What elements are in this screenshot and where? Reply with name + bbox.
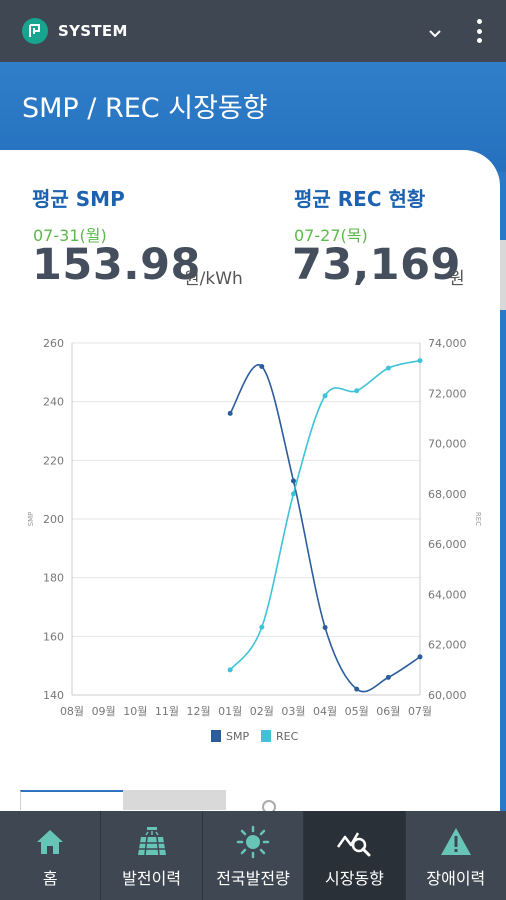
x-tick-label: 04월 [313,705,337,718]
nav-label-market-trend: 시장동향 [324,869,384,888]
data-point-rec [385,365,391,371]
app-title: SYSTEM [58,22,128,40]
x-tick-label: 12월 [186,705,210,718]
left-tick-label: 160 [43,630,64,643]
data-point-rec [417,358,423,364]
right-tick-label: 70,000 [428,438,467,451]
right-tick-label: 66,000 [428,538,467,551]
tab-smp[interactable] [20,790,123,810]
nav-label-generation-history: 발전이력 [122,869,182,888]
series-line-smp [229,364,421,693]
nav-label-home: 홈 [42,869,58,888]
legend-swatch-smp [211,730,221,742]
x-tick-label: 11월 [155,705,179,718]
x-tick-label: 02월 [250,705,274,718]
right-tick-label: 64,000 [428,588,467,601]
left-tick-label: 140 [43,689,64,702]
tab-rec[interactable] [123,790,226,810]
app-bar: SYSTEM [0,0,506,62]
smp-date: 07-31(월) [33,226,107,245]
data-point-rec [322,393,328,399]
home-icon [35,823,65,861]
left-tick-label: 260 [43,337,64,350]
chevron-down-icon[interactable] [428,24,442,43]
app-logo-icon [22,18,48,44]
rec-title: 평균 REC 현황 [294,187,426,211]
x-tick-label: 08월 [60,705,84,718]
nav-home[interactable]: 홈 [0,811,102,900]
data-point-smp [385,674,391,680]
rec-date: 07-27(목) [294,226,368,245]
data-point-rec [259,624,265,630]
data-point-smp [417,654,423,660]
x-tick-label: 10월 [123,705,147,718]
x-tick-label: 01월 [218,705,242,718]
chart-tab-group [20,790,226,810]
data-point-smp [322,625,328,631]
page-title: SMP / REC 시장동향 [22,93,268,124]
x-tick-label: 09월 [92,705,116,718]
nav-national-generation[interactable]: 전국발전량 [203,811,305,900]
legend-swatch-rec [261,730,271,742]
smp-value: 153.98 [32,240,201,290]
x-tick-label: 03월 [281,705,305,718]
right-tick-label: 62,000 [428,639,467,652]
right-tick-label: 60,000 [428,689,467,702]
solar-panel-icon [135,823,169,861]
warning-icon [439,823,473,861]
x-tick-label: 06월 [376,705,400,718]
scrollbar-thumb[interactable] [500,240,506,310]
smp-rec-line-chart: 260 240 220 200 180 160 140 74,000 72,000 70,000 6… [27,337,482,743]
left-tick-label: 200 [43,513,64,526]
nav-market-trend[interactable]: 시장동향 [304,811,406,900]
data-point-smp [259,363,265,369]
data-point-rec [290,491,296,497]
more-menu-icon[interactable] [470,17,488,45]
right-tick-label: 74,000 [428,337,467,350]
nav-generation-history[interactable]: 발전이력 [101,811,203,900]
sun-icon [236,823,270,861]
content-card [0,150,500,850]
right-tick-label: 72,000 [428,387,467,400]
x-tick-label: 05월 [345,705,369,718]
left-tick-label: 240 [43,396,64,409]
data-point-rec [354,388,360,394]
left-tick-label: 180 [43,572,64,585]
nav-fault-history[interactable]: 장애이력 [406,811,506,900]
smp-unit: 원/kWh [184,269,243,289]
nav-label-national-generation: 전국발전량 [216,869,290,888]
right-axis-title: REC [474,512,482,526]
rec-value: 73,169 [292,240,461,290]
rec-unit: 원 [449,269,465,289]
data-point-smp [290,478,296,484]
left-axis-title: SMP [27,512,35,527]
data-point-smp [354,686,360,692]
legend-label-rec: REC [276,730,299,743]
series-line-rec [229,359,421,671]
nav-label-fault-history: 장애이력 [426,869,486,888]
x-tick-label: 07월 [408,705,432,718]
data-point-smp [227,410,233,416]
smp-title: 평균 SMP [32,187,125,211]
bottom-nav: 홈 발전이력 전국발전량 [0,811,506,900]
legend-label-smp: SMP [226,730,249,743]
data-point-rec [227,667,233,673]
right-tick-label: 68,000 [428,488,467,501]
market-trend-icon [336,823,372,861]
left-tick-label: 220 [43,454,64,467]
